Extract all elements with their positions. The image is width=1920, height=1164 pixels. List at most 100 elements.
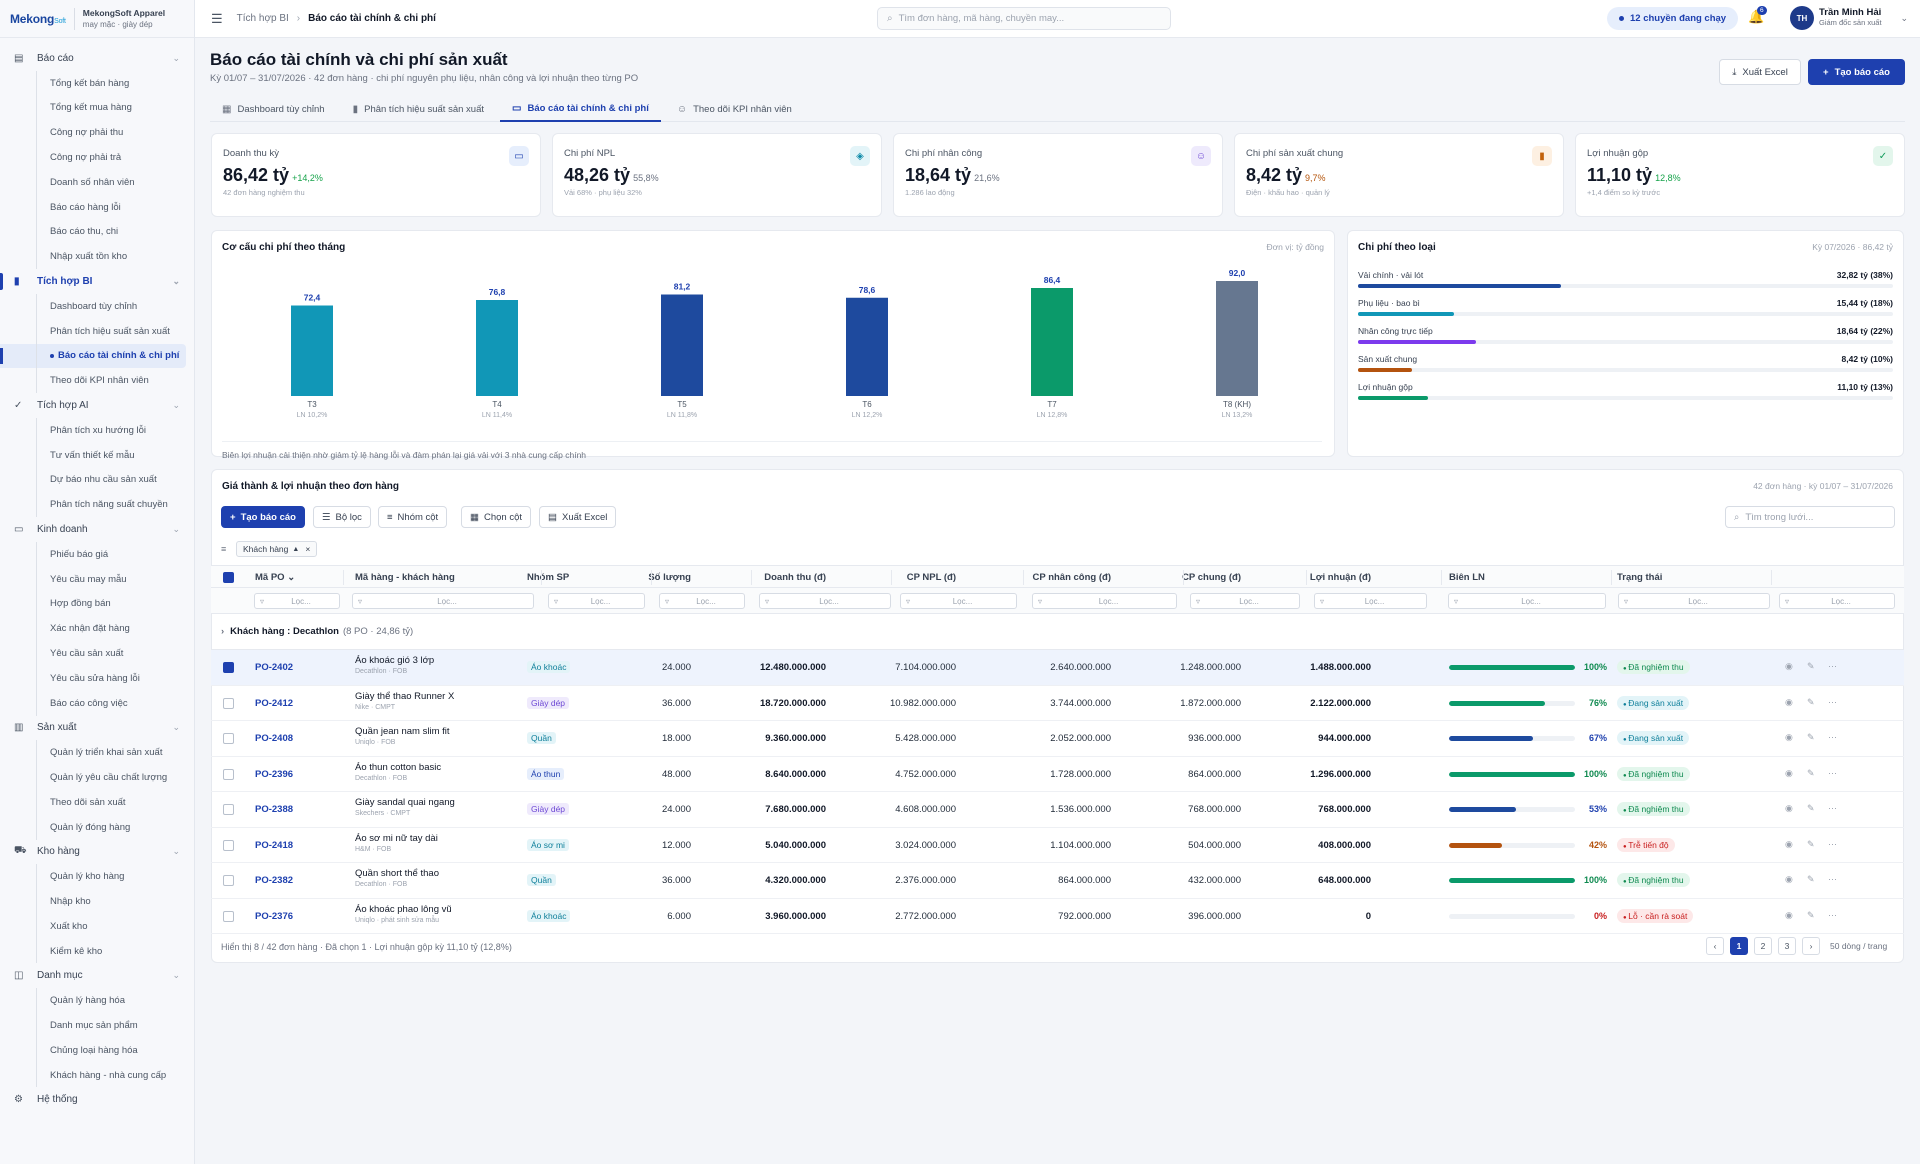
sidebar-group-0[interactable]: ▤ Báo cáo ⌄ — [0, 46, 194, 71]
filter-button[interactable]: ☰ Bộ lọc — [313, 506, 371, 528]
view-icon[interactable]: ◉ — [1785, 767, 1793, 778]
po-link[interactable]: PO-2388 — [255, 804, 294, 815]
column-header[interactable]: CP chung (đ) — [1182, 572, 1241, 583]
sidebar-group-1[interactable]: ▮ Tích hợp BI ⌄ — [0, 269, 194, 294]
sidebar-item[interactable]: Quản lý kho hàng — [0, 864, 194, 889]
row-checkbox[interactable] — [223, 662, 234, 673]
more-icon[interactable]: ⋯ — [1828, 732, 1837, 742]
column-filter-input[interactable]: ▿ Lọc... — [548, 593, 645, 609]
bar-T5[interactable] — [661, 294, 703, 397]
sidebar-item[interactable]: Tổng kết mua hàng — [0, 95, 194, 121]
sidebar-item[interactable]: Quản lý yêu cầu chất lượng — [0, 765, 194, 790]
row-checkbox[interactable] — [223, 768, 234, 780]
sidebar-item[interactable]: Theo dõi KPI nhân viên — [0, 368, 194, 393]
edit-icon[interactable]: ✎ — [1807, 767, 1815, 778]
sidebar-item[interactable]: Xuất kho — [0, 913, 194, 939]
table-create-report-button[interactable]: + Tạo báo cáo — [221, 506, 305, 528]
more-icon[interactable]: ⋯ — [1828, 696, 1837, 707]
sidebar-item[interactable]: Kiểm kê kho — [0, 938, 194, 964]
table-row[interactable]: PO-2402 Áo khoác gió 3 lớp Decathlon · FOB… — [211, 650, 1904, 686]
create-report-button[interactable]: + Tạo báo cáo — [1808, 59, 1905, 85]
more-icon[interactable]: ⋯ — [1828, 661, 1837, 671]
po-link[interactable]: PO-2408 — [255, 733, 294, 744]
row-checkbox[interactable] — [223, 697, 234, 709]
sidebar-item-system[interactable]: ⚙ Hệ thống — [14, 1094, 78, 1106]
sidebar-item[interactable]: Tổng kết bán hàng — [0, 70, 194, 96]
po-link[interactable]: PO-2402 — [255, 662, 294, 673]
bar-T8 (KH)[interactable] — [1216, 281, 1258, 396]
view-icon[interactable]: ◉ — [1785, 803, 1793, 813]
sidebar-item[interactable]: Tư vấn thiết kế mẫu — [0, 442, 194, 468]
column-filter-input[interactable]: ▿ Lọc... — [1779, 593, 1895, 609]
sidebar-item[interactable]: Báo cáo tài chính & chi phí — [0, 343, 186, 369]
sidebar-item[interactable]: Hợp đồng bán — [0, 591, 194, 617]
more-icon[interactable]: ⋯ — [1828, 838, 1837, 849]
column-header[interactable]: Lợi nhuận (đ) — [1309, 572, 1371, 583]
sidebar-item[interactable]: Danh mục sản phẩm — [0, 1013, 194, 1038]
sidebar-item[interactable]: Yêu cầu sửa hàng lỗi — [0, 665, 194, 691]
edit-icon[interactable]: ✎ — [1807, 803, 1815, 813]
sidebar-item[interactable]: Quản lý triển khai sản xuất — [0, 740, 194, 765]
running-lines-badge[interactable]: 12 chuyền đang chạy — [1607, 7, 1739, 30]
avatar[interactable]: TH — [1790, 6, 1814, 30]
sidebar-group-3[interactable]: ▭ Kinh doanh ⌄ — [0, 517, 194, 542]
column-header[interactable]: CP NPL (đ) — [906, 572, 956, 583]
column-header[interactable]: Biên LN — [1449, 572, 1485, 583]
po-link[interactable]: PO-2382 — [255, 875, 294, 886]
kpi-card[interactable]: Lợi nhuận gộp 11,10 tỷ 12,8% +1,4 điểm so k… — [1575, 133, 1905, 217]
sidebar-item[interactable]: Nhập kho — [0, 889, 194, 914]
select-all-checkbox[interactable] — [223, 572, 234, 583]
tab-0[interactable]: ▦ Dashboard tùy chỉnh — [222, 104, 325, 115]
sidebar-group-5[interactable]: ⛟ Kho hàng ⌄ — [0, 840, 194, 865]
page-button[interactable]: 3 — [1778, 937, 1796, 955]
po-link[interactable]: PO-2396 — [255, 768, 294, 780]
page-button[interactable]: 2 — [1754, 937, 1772, 955]
sidebar-item[interactable]: Quản lý đóng hàng — [0, 814, 194, 840]
menu-icon[interactable]: ☰ — [211, 10, 223, 26]
sidebar-item[interactable]: Chủng loại hàng hóa — [0, 1037, 194, 1063]
edit-icon[interactable]: ✎ — [1807, 874, 1815, 884]
chevron-down-icon[interactable]: ⌄ — [1900, 13, 1908, 23]
more-icon[interactable]: ⋯ — [1828, 767, 1837, 778]
column-header[interactable]: Mã PO ⌄ — [255, 572, 296, 583]
page-button[interactable]: 1 — [1730, 937, 1748, 955]
bar-T6[interactable] — [846, 297, 888, 396]
bar-T4[interactable] — [476, 300, 518, 396]
column-filter-input[interactable]: ▿ Lọc... — [1618, 593, 1770, 609]
sidebar-group-2[interactable]: ✓ Tích hợp AI ⌄ — [0, 393, 194, 418]
column-filter-input[interactable]: ▿ Lọc... — [254, 593, 340, 609]
more-icon[interactable]: ⋯ — [1828, 909, 1837, 920]
sidebar-item[interactable]: Nhập xuất tồn kho — [0, 244, 194, 269]
row-checkbox[interactable] — [223, 875, 234, 886]
tab-1[interactable]: ▮ Phân tích hiệu suất sản xuất — [352, 104, 484, 115]
row-checkbox[interactable] — [223, 839, 234, 851]
prev-page-button[interactable]: ‹ — [1706, 937, 1724, 955]
group-by-chip[interactable]: Khách hàng ▲ × — [236, 541, 318, 557]
kpi-card[interactable]: Chi phí nhân công 18,64 tỷ 21,6% 1.286 lao … — [893, 133, 1223, 217]
sidebar-group-6[interactable]: ◫ Danh mục ⌄ — [0, 963, 194, 988]
row-checkbox[interactable] — [223, 733, 234, 744]
kpi-card[interactable]: Chi phí sản xuất chung 8,42 tỷ 9,7% Điện · … — [1234, 133, 1564, 217]
bell-icon[interactable]: 🔔 6 — [1748, 6, 1767, 25]
sidebar-item[interactable]: Báo cáo thu, chi — [0, 219, 194, 245]
column-filter-input[interactable]: ▿ Lọc... — [759, 593, 891, 609]
view-icon[interactable]: ◉ — [1785, 732, 1793, 742]
table-row[interactable]: PO-2418 Áo sơ mi nữ tay dài H&M · FOB Áo sơ… — [211, 828, 1904, 863]
column-header[interactable]: CP nhân công (đ) — [1032, 572, 1111, 583]
po-link[interactable]: PO-2376 — [255, 910, 294, 922]
sidebar-item[interactable]: Xác nhận đặt hàng — [0, 616, 194, 641]
kpi-card[interactable]: Chi phí NPL 48,26 tỷ 55,8% Vải 68% · phụ li… — [552, 133, 882, 217]
close-icon[interactable]: × — [305, 544, 311, 554]
group-columns-button[interactable]: ≡ Nhóm cột — [378, 506, 448, 528]
chevron-right-icon[interactable]: › — [221, 626, 225, 637]
table-row[interactable]: PO-2382 Quần short thể thao Decathlon · FO… — [211, 863, 1904, 899]
column-filter-input[interactable]: ▿ Lọc... — [1314, 593, 1427, 609]
kpi-card[interactable]: Doanh thu kỳ 86,42 tỷ +14,2% 42 đơn hàng ng… — [211, 133, 541, 217]
po-link[interactable]: PO-2412 — [255, 697, 294, 709]
sidebar-item[interactable]: Công nợ phải trả — [0, 145, 194, 170]
view-icon[interactable]: ◉ — [1785, 696, 1793, 707]
table-row[interactable]: PO-2396 Áo thun cotton basic Decathlon · F… — [211, 757, 1904, 792]
sidebar-group-4[interactable]: ▥ Sản xuất ⌄ — [0, 716, 194, 741]
sidebar-item[interactable]: Quản lý hàng hóa — [0, 988, 194, 1013]
sidebar-item[interactable]: Báo cáo hàng lỗi — [0, 194, 194, 220]
